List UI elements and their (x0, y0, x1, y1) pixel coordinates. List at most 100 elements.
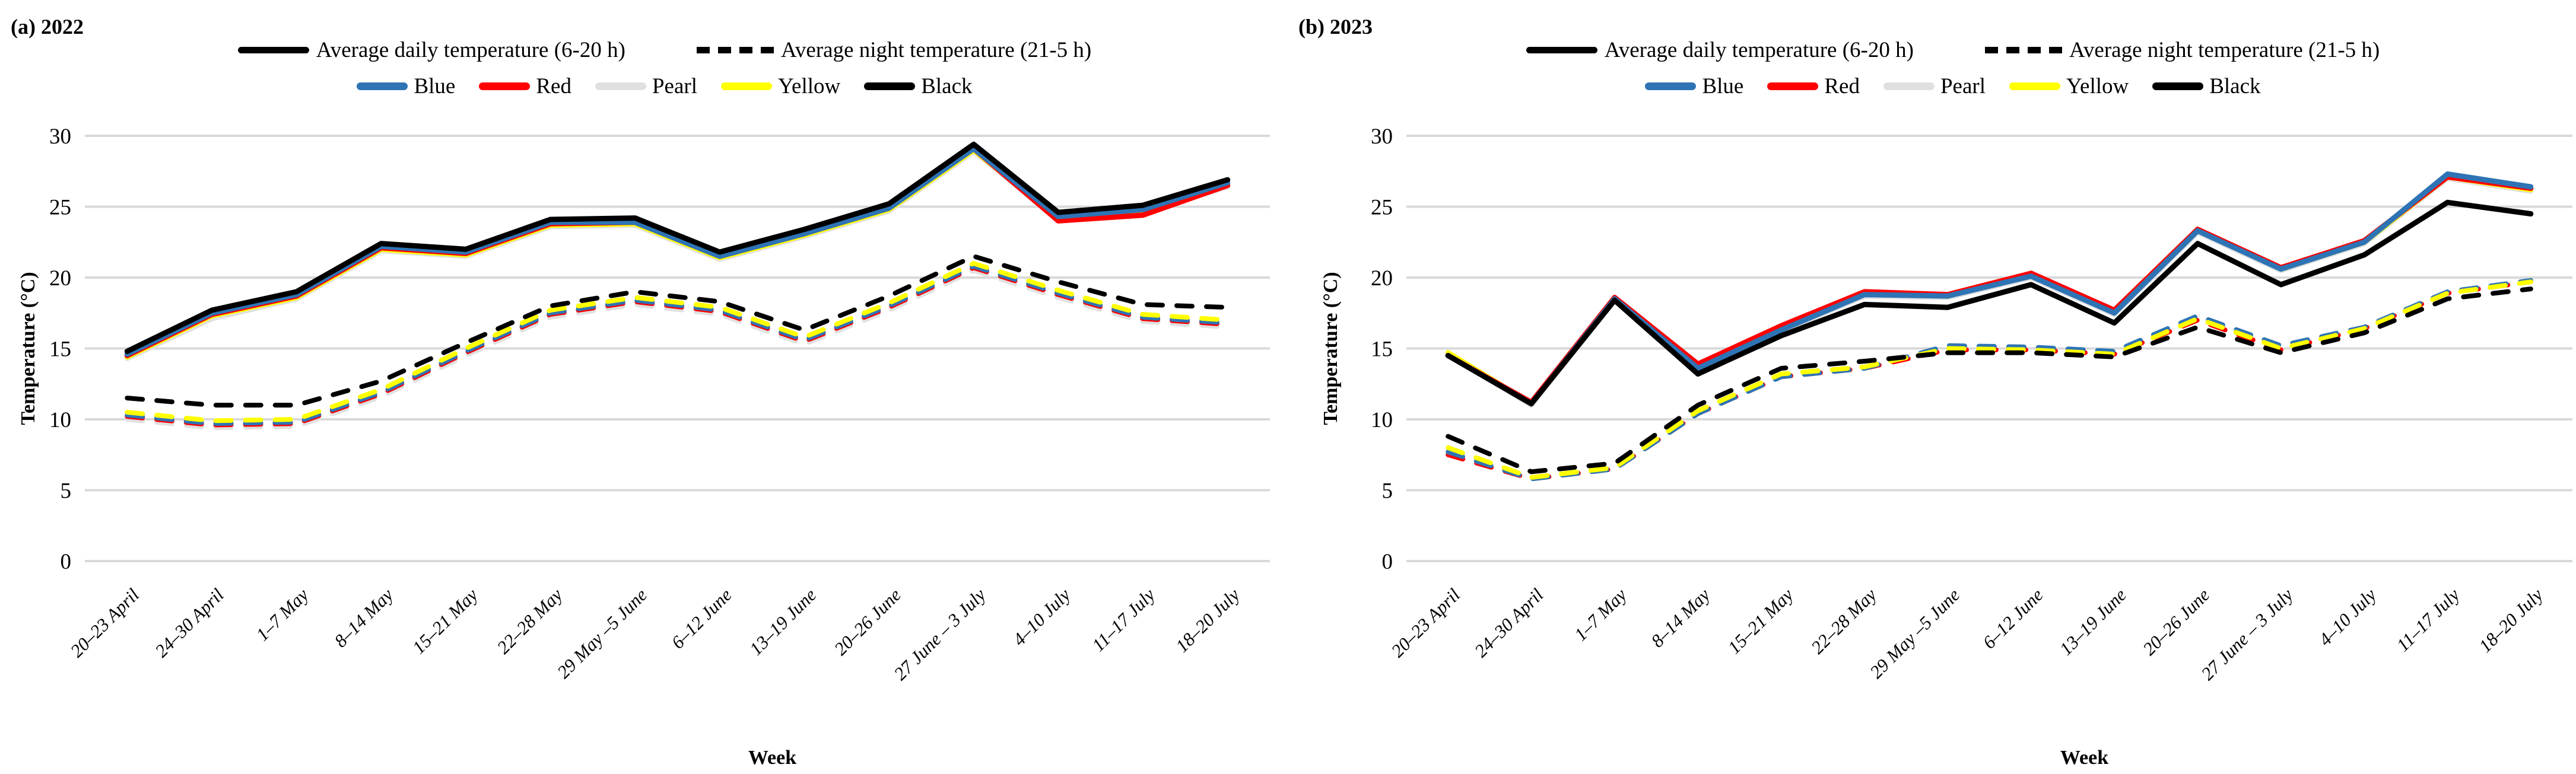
legend-variety-row: Blue Red Pearl Yellow Black (1645, 74, 2261, 98)
variety-label: Pearl (652, 74, 697, 98)
legend-night-label: Average night temperature (21-5 h) (2069, 38, 2380, 62)
y-tick-label: 5 (1382, 479, 1393, 504)
legend-item-variety-pearl: Pearl (595, 75, 697, 97)
variety-color-swatch (864, 82, 916, 90)
variety-color-swatch (1645, 82, 1697, 90)
panel-b-title: (b) 2023 (1298, 15, 1373, 39)
x-tick-label: 13–19 June (745, 584, 821, 660)
x-tick-label: 8–14 May (330, 584, 397, 651)
legend-series-row: Average daily temperature (6-20 h) Avera… (237, 38, 1091, 62)
x-tick-label: 6–12 June (667, 584, 736, 653)
y-tick-label: 25 (1371, 196, 1393, 220)
variety-color-swatch (595, 82, 646, 90)
variety-color-swatch (1767, 82, 1819, 90)
legend-item-daily: Average daily temperature (6-20 h) (1526, 39, 1914, 61)
legend-item-variety-red: Red (1767, 75, 1860, 97)
y-tick-label: 30 (49, 125, 71, 149)
variety-color-swatch (2152, 82, 2204, 90)
dashed-line-swatch (696, 47, 774, 53)
legend-series-row: Average daily temperature (6-20 h) Avera… (1526, 39, 2380, 61)
y-tick-label: 5 (61, 479, 72, 504)
legend-item-variety-red: Red (479, 75, 571, 97)
legend-item-variety-blue: Blue (357, 75, 455, 97)
legend-item-variety-black: Black (2152, 74, 2261, 98)
variety-label: Pearl (1940, 74, 1986, 98)
y-axis-title: Temperature (°C) (1320, 272, 1342, 425)
series-daily-pearl (124, 148, 1231, 361)
series-night-pearl (1446, 278, 2533, 480)
x-axis-title: Week (748, 747, 796, 769)
x-tick-label: 22–28 May (1807, 584, 1881, 658)
y-tick-label: 10 (1371, 408, 1393, 432)
series-night-yellow (125, 261, 1230, 423)
series-night-pearl (125, 268, 1230, 431)
legend-item-daily: Average daily temperature (6-20 h) (237, 38, 625, 62)
x-tick-label: 18–20 July (2475, 584, 2547, 657)
series-daily-black (124, 141, 1231, 354)
variety-label: Yellow (778, 74, 841, 98)
series-daily-red (124, 146, 1231, 358)
x-tick-label: 24–30 April (151, 584, 228, 661)
variety-label: Blue (414, 74, 456, 98)
variety-color-swatch (1883, 82, 1935, 90)
variety-label: Red (1824, 74, 1860, 98)
y-axis-title: Temperature (°C) (17, 272, 39, 425)
series-daily-yellow (1445, 174, 2534, 407)
y-tick-label: 10 (49, 408, 71, 432)
series-daily-yellow (124, 147, 1231, 360)
y-tick-label: 30 (1371, 125, 1393, 149)
x-tick-label: 11–17 July (1088, 584, 1159, 655)
legend-item-variety-yellow: Yellow (721, 75, 840, 97)
y-tick-label: 15 (49, 337, 71, 362)
variety-color-swatch (721, 82, 772, 90)
x-tick-label: 4–10 July (2314, 584, 2380, 650)
x-tick-label: 6–12 June (1978, 584, 2047, 653)
y-tick-label: 15 (1371, 337, 1393, 362)
series-night-black (125, 254, 1230, 408)
variety-label: Yellow (2066, 74, 2129, 98)
x-tick-label: 20–23 April (66, 584, 144, 661)
dashed-line-swatch (1984, 47, 2062, 53)
variety-label: Black (921, 74, 973, 98)
x-tick-label: 1–7 May (1570, 584, 1631, 645)
solid-line-swatch (237, 47, 309, 53)
series-night-blue (1446, 278, 2533, 482)
variety-color-swatch (479, 82, 531, 90)
y-tick-label: 20 (49, 266, 71, 291)
panel-a-title: (a) 2022 (11, 15, 84, 39)
legend-item-variety-blue: Blue (1645, 75, 1743, 97)
variety-label: Blue (1702, 74, 1744, 98)
x-tick-label: 18–20 July (1171, 584, 1244, 657)
y-tick-label: 0 (1382, 550, 1393, 574)
series-daily-blue (124, 146, 1231, 357)
x-tick-label: 29 May –5 June (553, 584, 652, 683)
x-tick-label: 4–10 July (1009, 584, 1075, 650)
x-tick-label: 13–19 June (2056, 584, 2131, 660)
legend-item-variety-black: Black (864, 74, 973, 98)
series-night-red (1446, 279, 2533, 482)
x-tick-label: 20–23 April (1387, 584, 1464, 661)
x-tick-label: 20–26 June (2139, 584, 2214, 660)
x-tick-label: 24–30 April (1470, 584, 1548, 661)
x-tick-label: 22–28 May (493, 584, 566, 658)
legend-daily-label: Average daily temperature (6-20 h) (1604, 38, 1914, 62)
legend-item-variety-pearl: Pearl (1883, 75, 1986, 97)
y-tick-label: 20 (1371, 266, 1393, 291)
x-tick-label: 20–26 June (830, 584, 906, 660)
series-daily-black (1445, 199, 2534, 407)
series-daily-pearl (1445, 176, 2534, 408)
series-night-black (1446, 286, 2533, 474)
x-tick-label: 15–21 May (1724, 584, 1797, 658)
x-tick-label: 1–7 May (252, 584, 312, 645)
variety-label: Red (536, 74, 571, 98)
legend-item-variety-yellow: Yellow (2009, 75, 2129, 97)
legend-item-night: Average night temperature (21-5 h) (696, 39, 1091, 61)
x-axis-title: Week (2060, 747, 2108, 769)
legend-item-night: Average night temperature (21-5 h) (1984, 38, 2380, 62)
variety-label: Black (2209, 74, 2261, 98)
series-night-blue (125, 263, 1230, 426)
variety-color-swatch (357, 82, 408, 90)
legend-daily-label: Average daily temperature (6-20 h) (316, 38, 625, 62)
